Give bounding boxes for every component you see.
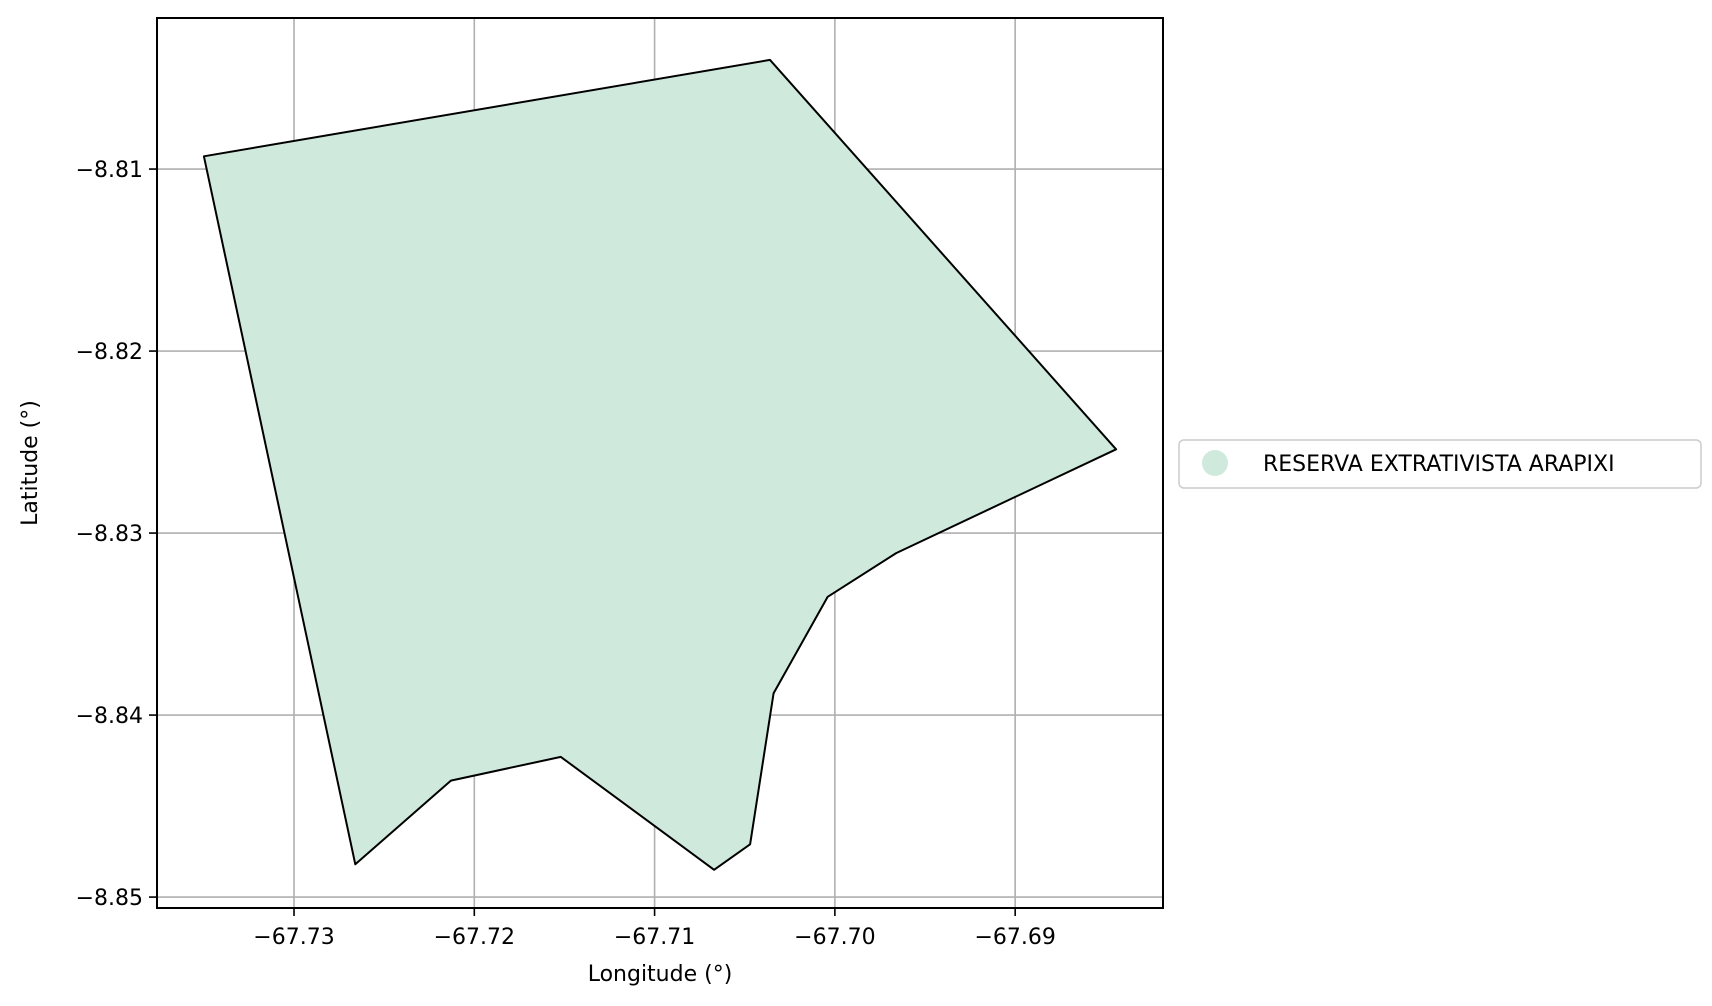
legend: RESERVA EXTRATIVISTA ARAPIXI — [1178, 439, 1702, 489]
x-tick-label: −67.73 — [253, 925, 334, 950]
y-tick-label: −8.81 — [76, 158, 143, 183]
reserve-polygon — [202, 58, 1118, 871]
legend-label: RESERVA EXTRATIVISTA ARAPIXI — [1263, 452, 1615, 477]
x-tick-label: −67.72 — [434, 925, 515, 950]
axis-ticks: −67.73 −67.72 −67.71 −67.70 −67.69 −8.81 −8.82… — [76, 158, 1056, 950]
y-tick-label: −8.83 — [76, 522, 143, 547]
y-tick-label: −8.82 — [76, 340, 143, 365]
x-tick-label: −67.71 — [614, 925, 695, 950]
y-tick-label: −8.85 — [76, 886, 143, 911]
legend-box — [1178, 439, 1702, 489]
polygon-layer — [202, 58, 1118, 871]
legend-marker — [1202, 450, 1228, 476]
x-tick-label: −67.70 — [794, 925, 875, 950]
y-tick-label: −8.84 — [76, 704, 143, 729]
plot-frame — [156, 17, 1164, 909]
x-tick-label: −67.69 — [974, 925, 1055, 950]
x-axis-label: Longitude (°) — [588, 962, 733, 987]
y-axis-label: Latitude (°) — [18, 400, 43, 526]
